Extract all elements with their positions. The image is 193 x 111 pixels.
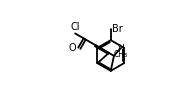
Text: O: O xyxy=(69,43,77,53)
Text: CH₃: CH₃ xyxy=(113,50,128,59)
Text: Cl: Cl xyxy=(70,22,80,32)
Text: Br: Br xyxy=(112,24,123,34)
Text: N: N xyxy=(117,44,124,53)
